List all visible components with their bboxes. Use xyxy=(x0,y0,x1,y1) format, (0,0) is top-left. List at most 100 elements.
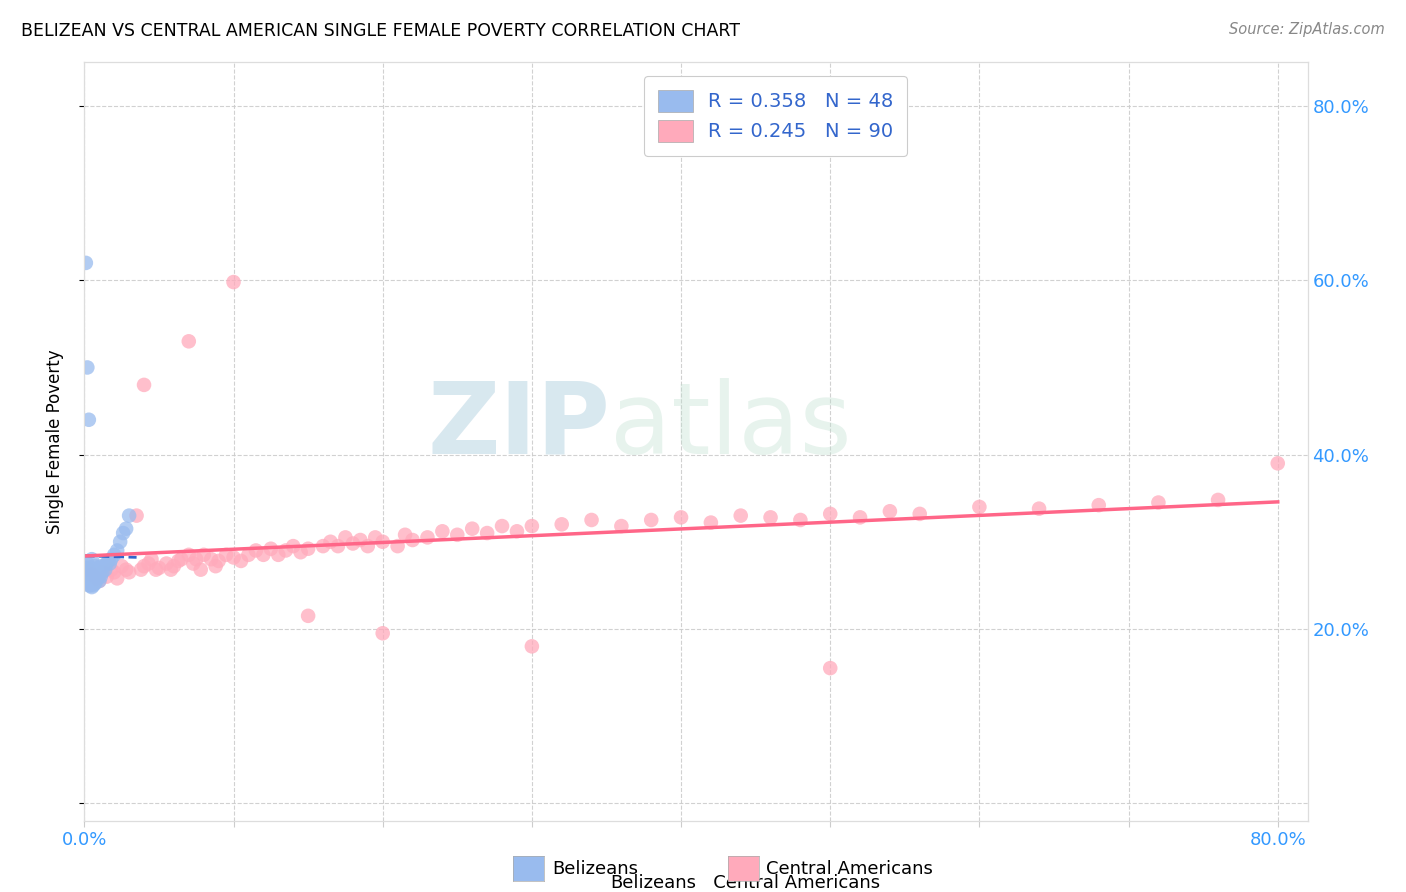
Point xyxy=(76,574,98,588)
Text: Central Americans: Central Americans xyxy=(696,874,880,892)
Point xyxy=(84,571,107,585)
Point xyxy=(215,548,238,562)
Point xyxy=(138,557,160,571)
Point xyxy=(1028,501,1050,516)
Point xyxy=(371,534,394,549)
Text: Belizeans: Belizeans xyxy=(553,860,638,878)
Point xyxy=(90,559,112,574)
Point xyxy=(112,526,135,541)
Point xyxy=(200,552,222,566)
Point xyxy=(759,510,782,524)
Point xyxy=(103,566,125,580)
Point xyxy=(669,510,692,524)
Point xyxy=(222,550,245,565)
Point xyxy=(581,513,603,527)
Point xyxy=(969,500,991,514)
Text: Source: ZipAtlas.com: Source: ZipAtlas.com xyxy=(1229,22,1385,37)
Point xyxy=(1206,492,1229,507)
Point xyxy=(204,559,226,574)
Point xyxy=(491,519,513,533)
Point xyxy=(105,543,128,558)
Point xyxy=(105,571,128,585)
Point xyxy=(91,566,114,580)
Point xyxy=(96,569,118,583)
Point xyxy=(115,522,138,536)
Point xyxy=(818,661,841,675)
Point xyxy=(77,561,100,575)
Point xyxy=(610,519,633,533)
Point xyxy=(76,557,98,571)
Point xyxy=(87,563,110,577)
Point xyxy=(432,524,454,539)
Point xyxy=(446,528,468,542)
Point xyxy=(91,566,114,580)
Text: ZIP: ZIP xyxy=(427,378,610,475)
Point xyxy=(879,504,901,518)
Point xyxy=(349,533,371,547)
Point xyxy=(222,275,245,289)
Text: Belizeans: Belizeans xyxy=(610,874,696,892)
Point xyxy=(364,530,387,544)
Point xyxy=(274,543,297,558)
Point xyxy=(520,640,543,654)
Point xyxy=(77,413,100,427)
Point xyxy=(89,574,111,588)
Point xyxy=(75,574,97,588)
Point xyxy=(148,561,170,575)
Point xyxy=(90,569,112,583)
Text: atlas: atlas xyxy=(610,378,852,475)
Point xyxy=(908,507,931,521)
Point xyxy=(297,608,319,623)
Point xyxy=(475,526,498,541)
Point xyxy=(181,557,204,571)
Point xyxy=(118,508,141,523)
Point xyxy=(319,534,342,549)
Point xyxy=(80,569,103,583)
Point xyxy=(82,566,104,580)
Legend: R = 0.358   N = 48, R = 0.245   N = 90: R = 0.358 N = 48, R = 0.245 N = 90 xyxy=(644,76,907,156)
Point xyxy=(849,510,872,524)
Point xyxy=(89,574,111,588)
Point xyxy=(108,534,131,549)
Point xyxy=(1147,495,1170,509)
Point xyxy=(79,578,101,592)
Point xyxy=(79,561,101,575)
Point xyxy=(260,541,283,556)
Point xyxy=(82,578,104,592)
Point xyxy=(80,552,103,566)
Point xyxy=(1087,498,1109,512)
Point xyxy=(700,516,723,530)
Point xyxy=(229,554,252,568)
Point xyxy=(342,536,364,550)
Point xyxy=(118,566,141,580)
Point xyxy=(80,567,103,582)
Point xyxy=(79,569,101,583)
Point xyxy=(87,571,110,585)
Point xyxy=(103,548,125,562)
Point xyxy=(1267,456,1289,470)
Point xyxy=(416,530,439,544)
Point xyxy=(160,563,183,577)
Point xyxy=(82,571,104,585)
Point xyxy=(111,559,134,574)
Point xyxy=(155,557,177,571)
Point xyxy=(163,559,186,574)
Point xyxy=(97,554,120,568)
Point xyxy=(818,507,841,521)
Point xyxy=(77,578,100,592)
Point xyxy=(177,548,200,562)
Point xyxy=(83,576,105,591)
Y-axis label: Single Female Poverty: Single Female Poverty xyxy=(45,350,63,533)
Point xyxy=(267,548,290,562)
Point xyxy=(551,517,574,532)
Point xyxy=(75,566,97,580)
Point xyxy=(252,548,274,562)
Point xyxy=(145,563,167,577)
Point xyxy=(461,522,484,536)
Point xyxy=(186,552,208,566)
Point xyxy=(238,548,260,562)
Point xyxy=(207,554,229,568)
Point xyxy=(177,334,200,349)
Point xyxy=(84,574,107,588)
Point xyxy=(357,539,380,553)
